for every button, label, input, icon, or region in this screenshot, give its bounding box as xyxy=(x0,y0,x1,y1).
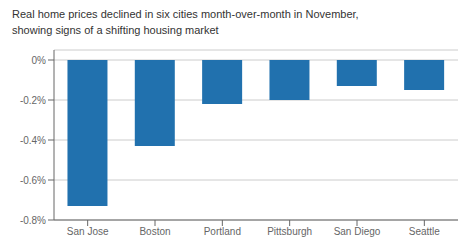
svg-text:-0.8%: -0.8% xyxy=(20,215,46,226)
svg-text:-0.6%: -0.6% xyxy=(20,175,46,186)
svg-text:-0.2%: -0.2% xyxy=(20,95,46,106)
svg-text:Boston: Boston xyxy=(139,226,170,237)
svg-text:San Diego: San Diego xyxy=(334,226,381,237)
svg-text:Pittsburgh: Pittsburgh xyxy=(267,226,312,237)
svg-text:0%: 0% xyxy=(32,55,47,66)
html-text:showing signs of a shifting ho: showing signs of a shifting housing mark… xyxy=(12,24,219,36)
svg-text:San Jose: San Jose xyxy=(67,226,109,237)
html-text:Real home prices declined in s: Real home prices declined in six cities … xyxy=(12,8,359,20)
svg-text:-0.4%: -0.4% xyxy=(20,135,46,146)
svg-text:Portland: Portland xyxy=(204,226,241,237)
svg-text:Seattle: Seattle xyxy=(409,226,441,237)
